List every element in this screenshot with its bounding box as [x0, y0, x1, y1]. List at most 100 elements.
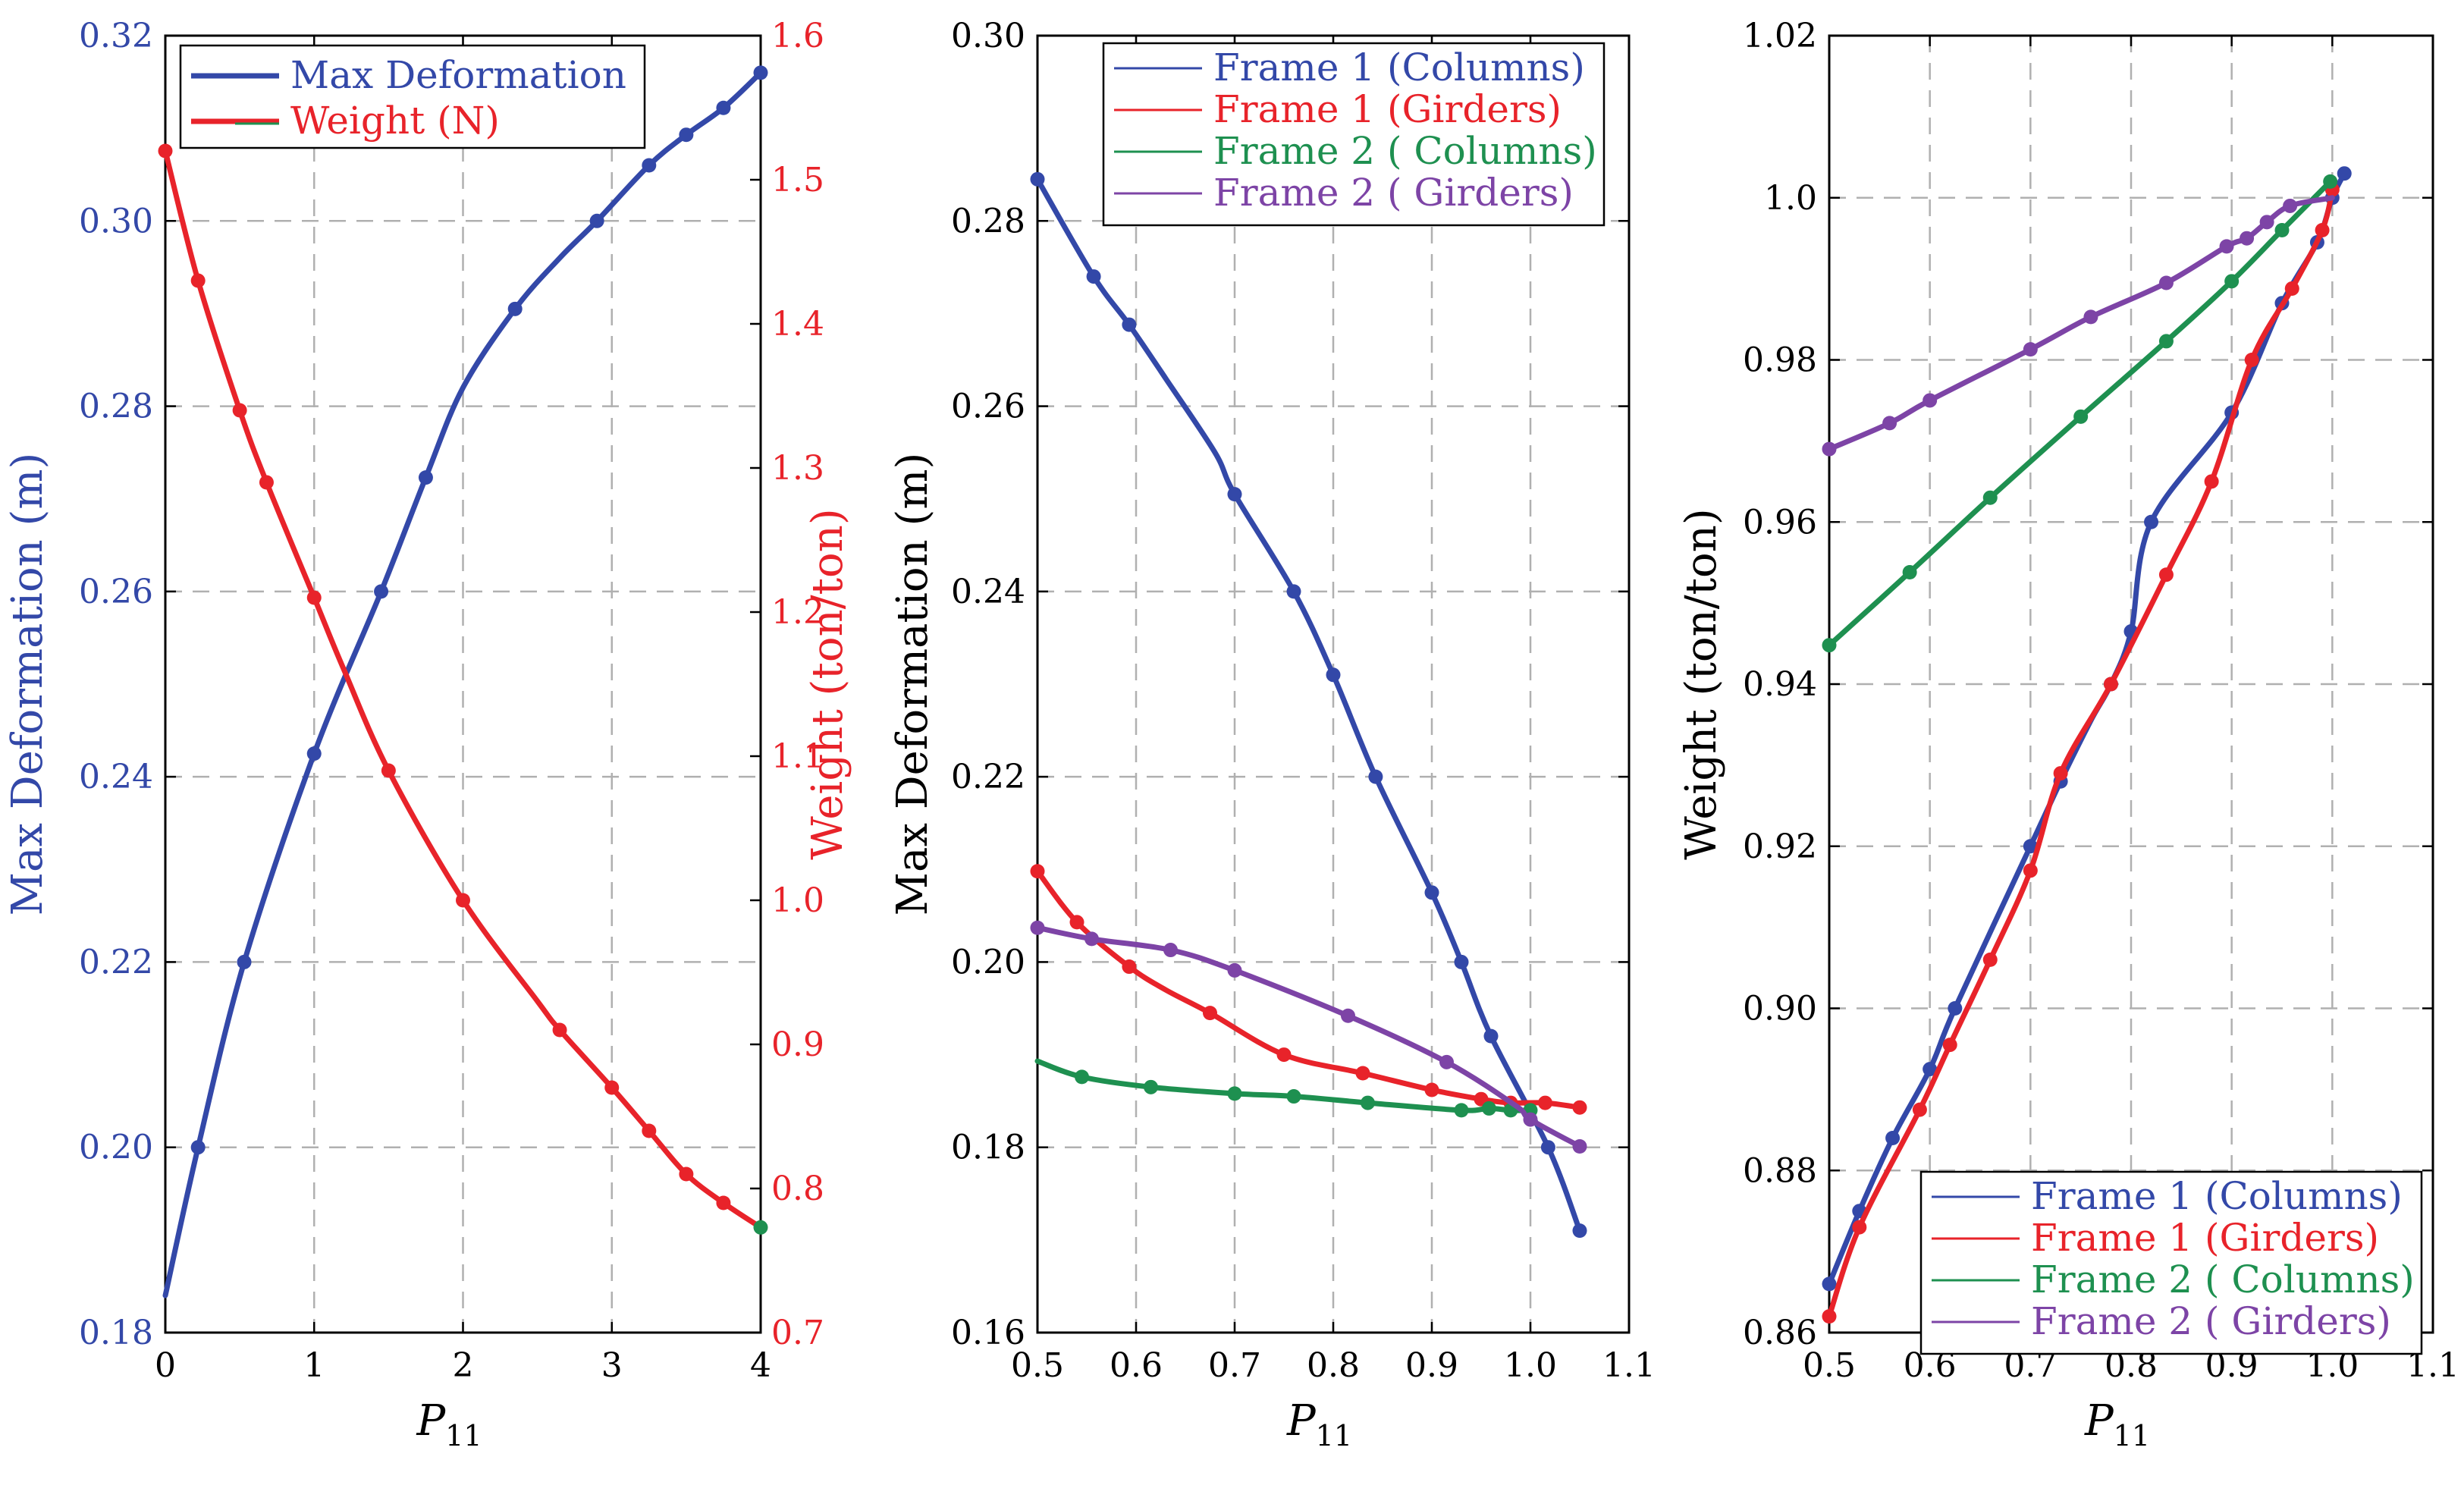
x-tick-label: 1.0	[1504, 1346, 1557, 1385]
plot-data-area	[1030, 171, 1587, 1239]
data-point-frame-1-columns	[1030, 171, 1045, 187]
data-point-max-deformation	[190, 1140, 206, 1155]
data-point-frame-2-columns	[1822, 638, 1837, 653]
y2-tick-label: 1.1	[771, 737, 824, 776]
legend-entry: Max Deformation	[290, 53, 626, 97]
x-axis-label: P11	[2084, 1396, 2150, 1452]
data-point-weight-n	[753, 1220, 768, 1235]
y-tick-label: 0.88	[1743, 1151, 1817, 1190]
legend-entry: Frame 2 ( Columns)	[1213, 129, 1597, 173]
legend-entry: Frame 2 ( Girders)	[1213, 171, 1574, 215]
legend-entry: Frame 1 (Columns)	[2031, 1174, 2403, 1218]
data-point-frame-2-columns	[1075, 1069, 1089, 1085]
data-point-weight-n	[259, 475, 274, 490]
data-point-frame-2-columns	[1227, 1086, 1242, 1101]
x-tick-label: 2	[453, 1346, 474, 1385]
data-point-frame-1-girders	[1203, 1006, 1217, 1021]
series-line-frame-1-girders	[1034, 868, 1583, 1110]
data-point-max-deformation	[374, 584, 389, 599]
x-axis-label: P11	[1286, 1396, 1352, 1452]
legend-entry: Weight (N)	[290, 99, 500, 143]
data-point-weight-n	[604, 1080, 620, 1095]
data-point-frame-2-girders	[1084, 931, 1099, 947]
legend: Frame 1 (Columns)Frame 1 (Girders)Frame …	[1919, 1170, 2423, 1355]
y-tick-label: 0.22	[79, 943, 153, 981]
data-point-weight-n	[716, 1195, 731, 1210]
data-point-frame-1-girders	[1276, 1047, 1292, 1063]
y-tick-label: 0.24	[79, 758, 153, 796]
x-tick-label: 0	[155, 1346, 176, 1385]
chart-panel-left: 0 1 2 3 4 0.18 0.20 0.22 0.24 0.26 0.28 0.30 0.32 0.7…	[3, 17, 852, 1452]
y-tick-label: 1.0	[1764, 179, 1817, 218]
legend-entry: Frame 2 ( Girders)	[2031, 1299, 2391, 1343]
y2-tick-label: 0.8	[771, 1170, 824, 1208]
chart-panel-right: 0.5 0.6 0.7 0.8 0.9 1.0 1.10.860.880.900.920.9…	[1677, 17, 2459, 1452]
legend-entry: Frame 2 ( Columns)	[2031, 1258, 2415, 1301]
x-axis-label-subscript: 11	[445, 1419, 482, 1452]
y-tick-label: 0.26	[951, 388, 1025, 426]
data-point-frame-1-columns	[1454, 954, 1469, 969]
data-point-frame-1-columns	[1368, 769, 1383, 784]
x-axis-label-symbol: P	[2084, 1396, 2114, 1446]
data-point-frame-1-girders	[2103, 677, 2118, 692]
y-axis-label: Weight (ton/ton)	[1677, 508, 1726, 859]
data-point-frame-1-girders	[1122, 959, 1137, 975]
data-point-frame-2-columns	[2224, 274, 2240, 289]
data-point-frame-2-girders	[1163, 943, 1178, 958]
y-tick-label: 0.92	[1743, 827, 1817, 866]
legend-box	[1919, 1170, 2423, 1355]
y2-tick-label: 1.5	[771, 161, 824, 199]
data-point-frame-1-girders	[2204, 474, 2219, 489]
series-line-frame-2-columns	[1826, 178, 2334, 648]
y2-tick-label: 1.0	[771, 881, 824, 920]
data-point-frame-1-columns	[1286, 584, 1301, 599]
legend: Frame 1 (Columns)Frame 1 (Girders)Frame …	[1102, 42, 1606, 227]
data-point-frame-2-columns	[1481, 1101, 1496, 1116]
y-tick-label: 0.28	[951, 202, 1025, 240]
data-point-weight-n	[158, 143, 173, 159]
data-point-frame-1-girders	[2284, 281, 2299, 296]
y2-tick-label: 1.4	[771, 305, 824, 344]
y-tick-label: 0.26	[79, 573, 153, 611]
data-point-frame-1-columns	[2023, 839, 2038, 854]
data-point-frame-1-columns	[1948, 1001, 1963, 1016]
data-point-frame-2-columns	[2073, 409, 2089, 424]
data-point-frame-2-columns	[1144, 1079, 1158, 1094]
data-point-max-deformation	[642, 158, 657, 173]
data-point-max-deformation	[306, 746, 322, 761]
data-point-frame-1-girders	[1912, 1102, 1927, 1117]
plot-data-area	[158, 65, 768, 1298]
data-point-frame-1-columns	[1326, 667, 1341, 683]
x-axis-label: P11	[416, 1396, 482, 1452]
y-tick-label: 0.30	[79, 202, 153, 240]
data-point-frame-1-girders	[1030, 864, 1045, 879]
x-tick-label: 0.9	[1405, 1346, 1458, 1385]
data-point-frame-2-columns	[1361, 1095, 1375, 1110]
data-point-frame-1-columns	[1227, 487, 1242, 502]
data-point-frame-1-girders	[1424, 1082, 1439, 1097]
data-point-frame-1-girders	[1355, 1066, 1370, 1081]
data-point-frame-1-girders	[1852, 1220, 1867, 1235]
y-tick-label: 0.20	[79, 1129, 153, 1167]
x-tick-label: 0.5	[1011, 1346, 1064, 1385]
data-point-frame-2-columns	[2274, 223, 2290, 237]
data-point-frame-1-columns	[1424, 885, 1439, 900]
y2-tick-label: 0.9	[771, 1025, 824, 1064]
data-point-frame-1-columns	[1572, 1223, 1587, 1239]
y-tick-label: 0.30	[951, 17, 1025, 55]
data-point-max-deformation	[507, 301, 523, 316]
data-point-frame-1-columns	[1923, 1062, 1938, 1077]
chart-panel-middle: 0.5 0.6 0.7 0.8 0.9 1.0 1.1 0.16 0.18 0.20 0.22 0.2…	[888, 17, 1656, 1452]
data-point-frame-2-girders	[1030, 920, 1045, 935]
data-point-frame-1-columns	[1540, 1140, 1555, 1155]
data-point-frame-1-columns	[1086, 269, 1101, 284]
plot-data-area	[1822, 166, 2352, 1324]
series-line-frame-1-columns	[1034, 176, 1583, 1234]
y-tick-label: 0.16	[951, 1314, 1025, 1352]
data-point-frame-2-girders	[2240, 231, 2255, 246]
data-point-weight-n	[552, 1022, 567, 1038]
y2-tick-label: 1.2	[771, 593, 824, 632]
y-tick-label: 0.24	[951, 573, 1025, 611]
data-point-weight-n	[679, 1166, 694, 1182]
